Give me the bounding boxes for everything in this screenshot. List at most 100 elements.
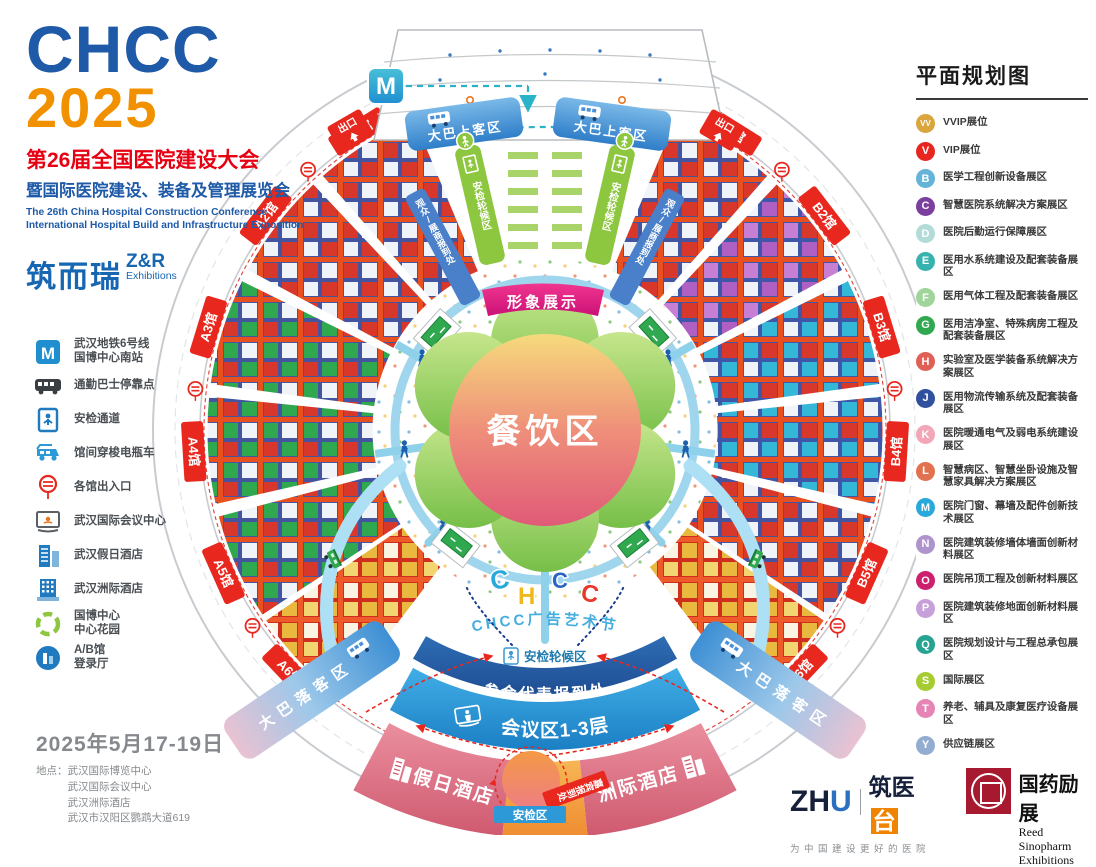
sinopharm-seal-icon bbox=[966, 768, 1011, 814]
legend-label: 医用气体工程及配套装备展区 bbox=[943, 291, 1079, 302]
legend-label: 医用水系统建设及配套装备展区 bbox=[943, 254, 1079, 279]
legend-title: 平面规划图 bbox=[916, 65, 1031, 88]
legend-label: 医院规划设计与工程总承包展区 bbox=[943, 638, 1079, 662]
legend-label: 供应链展区 bbox=[943, 738, 995, 750]
sinopharm-name-en2: Exhibitions bbox=[1018, 852, 1074, 867]
facility-label: 武汉洲际酒店 bbox=[74, 582, 143, 595]
facility-label: 安检通道 bbox=[74, 412, 120, 425]
zhu-tagline: 为中国建设更好的医院 bbox=[790, 844, 931, 855]
facility-label: 馆间穿梭电瓶车 bbox=[74, 446, 155, 459]
image-display-banner: 形象展示 bbox=[482, 283, 604, 316]
security-area-label: 安检区 bbox=[513, 808, 548, 822]
hall-B2 bbox=[662, 183, 844, 350]
facility-row-security: 安检通道 bbox=[34, 406, 166, 433]
legend-label: VVIP展位 bbox=[943, 117, 988, 128]
facility-label: 通勤巴士停靠点 bbox=[74, 378, 155, 391]
facility-row-ab-lobby: A/B馆 登录厅 bbox=[34, 644, 166, 671]
metro-station-marker: M bbox=[367, 67, 405, 105]
exit-signs: 出口 出口 bbox=[327, 109, 745, 151]
legend-label: 医学工程创新设备展区 bbox=[943, 172, 1047, 183]
mascot-c2: C bbox=[552, 568, 568, 593]
legend-badge: L bbox=[916, 461, 935, 481]
legend-item: K 医院暖通电气及弱电系统建设展区 bbox=[916, 425, 1088, 453]
legend-label: 医院后勤运行保障展区 bbox=[943, 227, 1047, 238]
legend-label: 养老、辅具及康复医疗设备展区 bbox=[943, 702, 1079, 726]
legend-label: 医院暖通电气及弱电系统建设展区 bbox=[943, 428, 1079, 452]
hotel-band: 假日酒店 洲际酒店 嘉宾报到处 安检区 bbox=[353, 723, 737, 835]
central-garden-icon bbox=[35, 611, 61, 636]
hall-label-a4: A4馆 bbox=[185, 436, 202, 466]
facility-key: M 武汉地铁6号线 国博中心南站 通勤巴士停靠点 安检通道 馆间穿梭电瓶车 各馆出… bbox=[34, 338, 166, 671]
facility-row-bus: 通勤巴士停靠点 bbox=[34, 372, 166, 399]
commuter-bus-icon bbox=[35, 378, 61, 394]
legend-label: 医院门窗、幕墙及配件创新技术展区 bbox=[943, 501, 1079, 525]
facility-row-metro: M 武汉地铁6号线 国博中心南站 bbox=[34, 338, 166, 365]
sinopharm-name-cn: 国药励展 bbox=[1018, 774, 1079, 825]
legend-badge: O bbox=[916, 571, 935, 590]
organizer-abbr: Z&R bbox=[126, 251, 166, 273]
legend-item: H 实验室及医学装备系统解决方案展区 bbox=[916, 352, 1088, 380]
legend-badge: E bbox=[916, 251, 935, 271]
legend-item: B 医学工程创新设备展区 bbox=[916, 169, 1088, 188]
facility-label2: 国博中心南站 bbox=[74, 351, 143, 364]
legend-item: VV VVIP展位 bbox=[916, 114, 1088, 133]
event-date-address: 2025年5月17-19日 地点： 武汉国际博览中心 武汉国际会议中心 武汉洲际… bbox=[36, 728, 224, 827]
metro-icon: M bbox=[36, 339, 60, 364]
metro-m-letter: M bbox=[376, 73, 396, 100]
legend-item: L 智慧病区、智慧坐卧设施及智慧家具解决方案展区 bbox=[916, 461, 1088, 490]
conference-title-cn: 第26届全国医院建设大会 bbox=[26, 148, 260, 172]
sinopharm-logo-block: 国药励展 Reed Sinopharm Exhibitions bbox=[966, 768, 1096, 867]
hall-B4 bbox=[712, 395, 884, 506]
legend-badge: T bbox=[916, 699, 935, 718]
facility-row-garden: 国博中心 中心花园 bbox=[34, 610, 166, 637]
central-garden: 餐饮区 bbox=[414, 288, 676, 572]
legend-label: 国际展区 bbox=[943, 674, 985, 686]
event-date: 2025年5月17-19日 bbox=[36, 733, 225, 756]
legend-item: P 医院建筑装修地面创新材料展区 bbox=[916, 598, 1088, 627]
delegate-registration-band: 参会代表报到处 bbox=[413, 636, 677, 704]
facility-label: 武汉国际会议中心 bbox=[74, 514, 166, 527]
address-line: 武汉国际会议中心 bbox=[67, 780, 152, 793]
hall-A2 bbox=[246, 183, 428, 350]
sinopharm-name-en1: Reed Sinopharm bbox=[1018, 825, 1072, 853]
facility-row-entrance: 各馆出入口 bbox=[34, 474, 166, 501]
svg-text:M: M bbox=[41, 344, 55, 363]
facility-label: 各馆出入口 bbox=[74, 480, 132, 493]
floorplan-map: A1馆 A2馆 A3馆 A4馆 A5馆 A6馆 B1馆 B2馆 B3馆 B4馆 … bbox=[152, 29, 938, 835]
legend-item: O 医院吊顶工程及创新材料展区 bbox=[916, 571, 1088, 590]
brand-title: CHCC bbox=[26, 12, 221, 86]
facility-row-conference: 武汉国际会议中心 bbox=[34, 508, 166, 535]
legend-item: G 医用洁净室、特殊病房工程及配套装备展区 bbox=[916, 315, 1088, 344]
ab-hall-lobby-icon bbox=[36, 645, 60, 670]
mascot-c3: C bbox=[579, 579, 601, 609]
security-wait-bottom: 安检轮候区 bbox=[498, 646, 594, 666]
legend-label: VIP展位 bbox=[943, 144, 981, 156]
legend-label: 智慧医院系统解决方案展区 bbox=[943, 199, 1068, 211]
partner-logos: ZHU 筑医台 为中国建设更好的医院 国药励展 Reed Sinopharm E… bbox=[790, 768, 1096, 867]
legend-item: J 医用物流传输系统及配套装备展区 bbox=[916, 388, 1088, 417]
conference-zone-band: 会议区1-3层 bbox=[389, 667, 701, 751]
legend-label: 实验室及医学装备系统解决方案展区 bbox=[943, 355, 1079, 379]
legend-badge: N bbox=[916, 534, 935, 554]
legend-badge: K bbox=[916, 425, 935, 444]
legend-badge: S bbox=[916, 671, 935, 691]
organizer-name-cn: 筑而瑞 bbox=[26, 261, 122, 295]
plan-legend-panel: 平面规划图 VV VVIP展位 V VIP展位 B 医学工程创新设备展区 C 智慧医院系… bbox=[916, 60, 1088, 763]
legend-label: 医用物流传输系统及配套装备展区 bbox=[943, 391, 1079, 416]
conference-center-icon bbox=[36, 510, 60, 532]
hall-A3 bbox=[209, 279, 392, 408]
legend-label: 医用洁净室、特殊病房工程及配套装备展区 bbox=[943, 318, 1079, 343]
expo-title-en: International Hospital Build and Infrast… bbox=[26, 219, 304, 231]
legend-badge: G bbox=[916, 315, 935, 335]
mascot-h: H bbox=[518, 583, 535, 610]
hall-A4 bbox=[206, 395, 378, 506]
legend-badge: VV bbox=[916, 114, 935, 133]
dining-area-label: 餐饮区 bbox=[487, 413, 604, 451]
crosswalk-stripes bbox=[508, 152, 582, 249]
facility-label: A/B馆 bbox=[74, 643, 106, 656]
legend-item: E 医用水系统建设及配套装备展区 bbox=[916, 251, 1088, 280]
legend-item: T 养老、辅具及康复医疗设备展区 bbox=[916, 699, 1088, 727]
organizer-sub: Exhibitions bbox=[126, 270, 177, 283]
security-gate-icon bbox=[37, 407, 59, 432]
chcc-mascots: C H C C bbox=[486, 562, 602, 612]
